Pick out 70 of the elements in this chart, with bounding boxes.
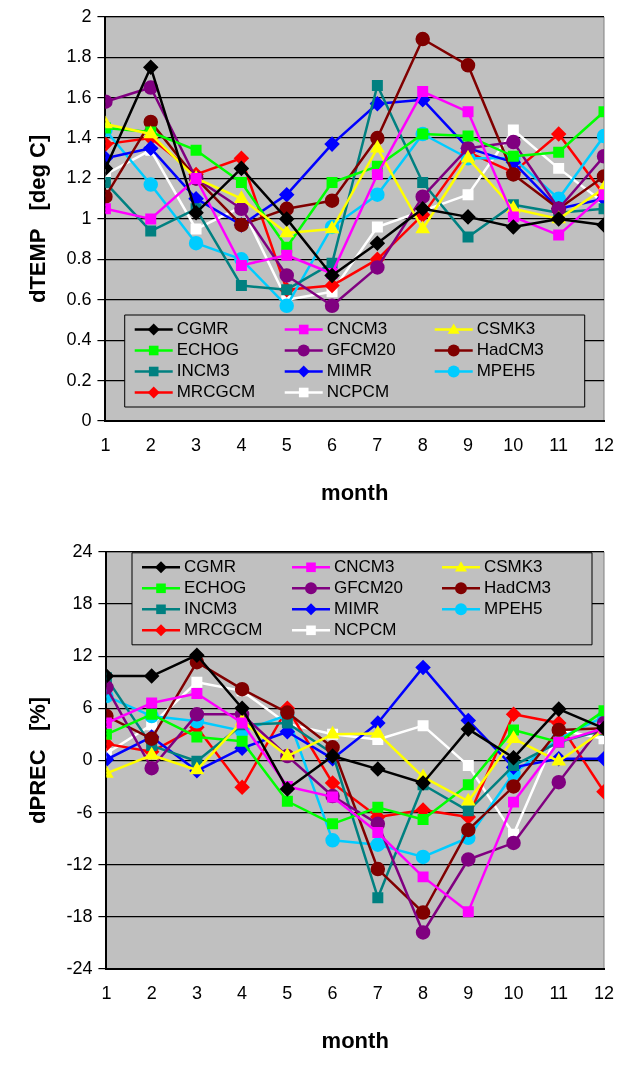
legend-label: MIMR [326,361,373,381]
legend-label: CNCM3 [334,556,395,576]
x-axis-title: month [321,479,389,505]
y-tick-label: -12 [66,853,93,874]
x-tick-label: 11 [549,434,569,455]
legend-label: HadCM3 [484,577,552,597]
y-tick-label: -24 [66,957,93,978]
x-tick-label: 11 [549,982,569,1003]
legend-label: INCM3 [184,598,237,618]
x-tick-label: 3 [191,982,202,1003]
y-tick-label: -18 [66,905,93,926]
y-axis-title: dPREC [%] [25,696,51,824]
legend-label: ECHOG [176,340,240,360]
y-tick-label: 0.2 [66,369,92,390]
y-axis-title: dTEMP [deg C] [25,134,51,304]
legend-label: INCM3 [176,361,230,381]
x-tick-label: 8 [418,982,429,1003]
y-tick-label: 1.2 [66,167,92,188]
legend-label: CSMK3 [476,319,536,339]
y-tick-label: 2 [81,5,92,26]
y-tick-label: 1.6 [66,86,92,107]
legend-label: CGMR [184,556,236,576]
x-tick-label: 9 [463,982,474,1003]
legend-label: MRCGCM [176,382,256,402]
x-tick-label: 1 [101,982,112,1003]
x-tick-label: 5 [282,982,293,1003]
y-tick-label: 24 [72,540,93,561]
legend-label: GFCM20 [334,577,403,597]
legend-label: MPEH5 [484,598,543,618]
x-tick-label: 1 [100,434,111,455]
y-tick-label: 0.6 [66,288,92,309]
x-tick-label: 9 [463,434,474,455]
x-tick-label: 7 [372,434,383,455]
x-tick-label: 6 [327,434,338,455]
legend-label: NCPCM [334,619,397,639]
legend-label: MIMR [334,598,380,618]
x-tick-label: 3 [191,434,202,455]
y-tick-label: 0 [82,749,93,770]
y-tick-label: 0 [81,409,92,430]
x-tick-label: 4 [236,434,247,455]
y-tick-label: 1 [81,207,92,228]
y-tick-label: 0.4 [66,329,92,350]
y-tick-label: 6 [82,697,93,718]
legend-label: HadCM3 [476,340,544,360]
x-tick-label: 8 [417,434,428,455]
y-tick-label: 18 [72,592,93,613]
x-tick-label: 12 [593,434,615,455]
y-tick-label: 1.4 [66,127,92,148]
x-axis-title: month [321,1027,389,1053]
x-tick-label: 4 [237,982,248,1003]
y-tick-label: 1.8 [66,46,92,67]
x-tick-label: 5 [281,434,292,455]
legend-label: ECHOG [184,577,247,597]
legend-label: MPEH5 [476,361,536,381]
x-tick-label: 7 [372,982,383,1003]
legend-label: CSMK3 [484,556,543,576]
legend-label: MRCGCM [184,619,263,639]
y-tick-label: 0.8 [66,248,92,269]
y-tick-label: -6 [76,801,93,822]
legend-label: CNCM3 [326,319,388,339]
x-tick-label: 10 [503,982,524,1003]
y-tick-label: 12 [72,645,93,666]
x-tick-label: 2 [146,982,157,1003]
x-tick-label: 2 [145,434,156,455]
legend-label: CGMR [176,319,229,339]
x-tick-label: 6 [327,982,338,1003]
x-tick-label: 12 [593,982,615,1003]
legend-label: NCPCM [326,382,390,402]
x-tick-label: 10 [503,434,524,455]
legend-label: GFCM20 [326,340,396,360]
